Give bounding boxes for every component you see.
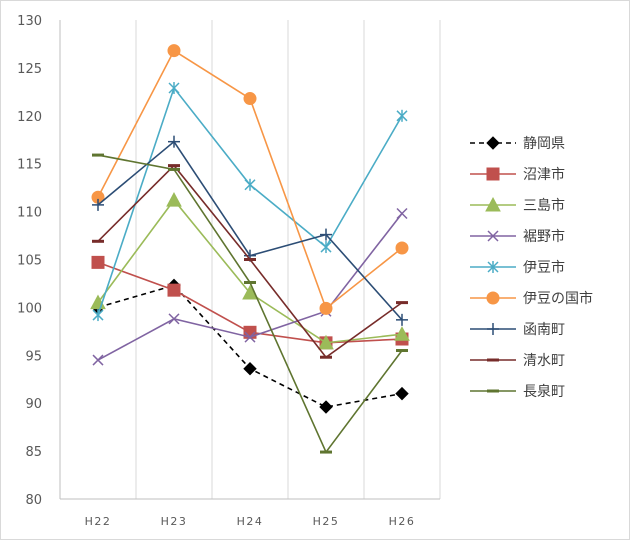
legend-label: 長泉町 — [523, 383, 565, 400]
legend-label: 裾野市 — [523, 228, 565, 245]
data-point — [319, 301, 333, 315]
series-layer — [90, 44, 410, 454]
data-point — [244, 280, 256, 284]
x-tick-label: H24 — [237, 515, 264, 528]
data-point — [168, 164, 180, 168]
data-point — [92, 309, 104, 322]
legend-item: 沼津市 — [470, 166, 565, 183]
data-point — [320, 228, 332, 241]
data-point — [168, 82, 180, 95]
data-point — [167, 44, 181, 58]
data-point — [395, 386, 409, 401]
legend-item: 函南町 — [470, 322, 565, 338]
data-point — [396, 349, 408, 353]
data-point — [320, 355, 332, 359]
data-point — [487, 261, 499, 273]
data-point-stroke — [92, 354, 104, 366]
data-point — [168, 313, 180, 325]
data-point — [396, 301, 408, 305]
y-tick-label: 80 — [25, 493, 42, 508]
legend-item: 長泉町 — [470, 383, 565, 400]
data-point — [320, 450, 332, 454]
data-point — [92, 354, 104, 366]
data-point — [487, 358, 499, 362]
legend-label: 伊豆市 — [523, 259, 565, 276]
y-tick-label: 110 — [17, 206, 42, 221]
x-tick-label: H22 — [85, 515, 112, 528]
data-point — [242, 284, 258, 300]
data-point — [486, 136, 500, 150]
legend-item: 裾野市 — [470, 228, 565, 245]
grid — [135, 20, 441, 499]
legend-label: 清水町 — [523, 353, 565, 369]
data-point — [168, 135, 180, 148]
y-tick-label: 125 — [17, 62, 42, 77]
legend-label: 静岡県 — [523, 136, 565, 152]
data-point — [243, 362, 257, 376]
y-tick-label: 120 — [17, 110, 42, 125]
data-point — [244, 258, 256, 261]
data-point — [91, 255, 105, 269]
y-tick-label: 100 — [17, 301, 42, 316]
data-point — [396, 207, 408, 220]
data-point — [486, 167, 500, 181]
data-point — [92, 198, 104, 211]
data-point — [320, 241, 332, 254]
series-9 — [92, 153, 408, 454]
data-point-stroke — [168, 313, 180, 325]
y-tick-label: 95 — [25, 349, 42, 364]
data-point — [487, 323, 499, 335]
data-point — [319, 400, 333, 414]
series-6 — [91, 44, 409, 315]
data-point-stroke — [244, 331, 256, 343]
legend-label: 三島市 — [523, 197, 565, 214]
data-point — [243, 92, 257, 106]
legend-label: 函南町 — [523, 322, 565, 338]
data-point — [396, 313, 408, 326]
legend-item: 三島市 — [470, 196, 565, 214]
data-point-stroke — [487, 230, 499, 242]
data-point — [487, 230, 499, 242]
x-tick-label: H25 — [313, 515, 340, 528]
data-point — [167, 283, 181, 297]
series-8 — [92, 164, 408, 359]
data-point — [92, 153, 104, 157]
x-tick-label: H26 — [389, 515, 416, 528]
data-point — [318, 334, 334, 350]
y-tick-label: 105 — [17, 254, 42, 269]
data-point-stroke — [396, 207, 408, 220]
legend-item: 伊豆市 — [470, 259, 565, 276]
data-point — [168, 167, 180, 171]
data-point — [166, 192, 182, 207]
legend-item: 伊豆の国市 — [470, 290, 593, 307]
data-point — [396, 109, 408, 122]
data-point — [395, 241, 409, 255]
legend-label: 伊豆の国市 — [523, 290, 593, 307]
y-tick-label: 130 — [17, 14, 42, 29]
y-tick-label: 90 — [25, 397, 42, 412]
legend-item: 静岡県 — [470, 136, 565, 152]
data-point — [244, 331, 256, 343]
legend-label: 沼津市 — [523, 166, 565, 183]
data-point — [487, 389, 499, 393]
data-point — [244, 178, 256, 191]
axes: 80 85 90 95 100 105 110 115 120 125 130 H22 H23 H24 H2… — [17, 14, 440, 528]
data-point — [485, 196, 501, 212]
data-point — [92, 239, 104, 243]
legend-item: 清水町 — [470, 353, 565, 369]
y-tick-label: 115 — [17, 158, 42, 173]
x-tick-label: H23 — [161, 515, 188, 528]
data-point — [394, 326, 410, 341]
data-point — [486, 291, 500, 305]
y-tick-label: 85 — [25, 445, 42, 460]
